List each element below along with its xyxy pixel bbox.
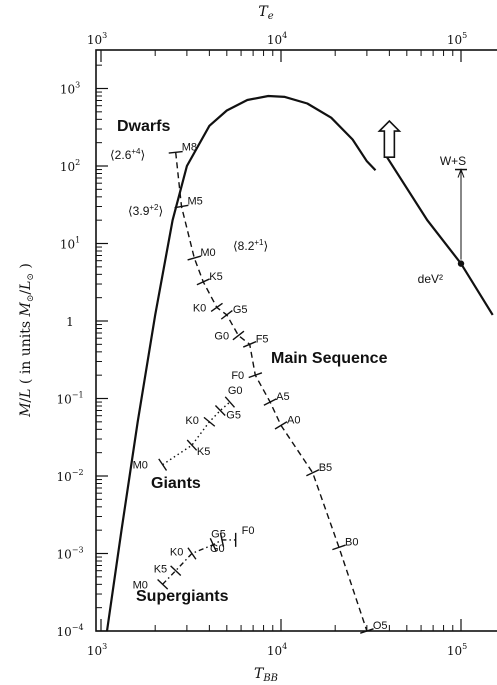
y-tick-label: 102 [60,158,80,174]
spectral-tick-g0 [224,396,236,408]
spectral-label-k0: K0 [193,302,206,314]
spectral-label-g0: G0 [228,385,243,397]
spectral-tick-f0 [248,372,263,379]
spectral-tick-b0 [332,544,346,551]
spectral-label-m8: M8 [182,141,197,153]
spectral-tick-f5 [242,340,257,348]
series-line [175,152,368,632]
spectral-tick-b5 [306,469,320,477]
y-axis-title: M/L ( in units M⊙/L⊙ ) [18,263,36,418]
spectral-tick-g0 [219,532,225,547]
y-tick-label: 10−4 [56,623,83,639]
series-giants: M0 K5 K0 G5 G0 [133,385,243,472]
spectral-tick-a5 [263,398,277,406]
spectral-label-m5: M5 [187,196,202,208]
bracket-m0-text: ⟨8.2 [233,239,255,253]
series-main-sequence: M8 M5 M0 K5 K0 G5 G0 F5 F0 A5 A0 B5 B0 O5 [168,141,388,634]
spectral-label-b0: B0 [345,536,358,548]
spectral-label-g0: G0 [214,330,229,342]
spectral-tick-k5 [186,439,198,451]
y-tick-label: 10−2 [56,468,83,484]
spectral-label-f0: F0 [231,370,244,382]
region-label-main-sequence: Main Sequence [271,350,388,367]
spectral-tick-g5 [214,404,226,417]
x-tick-label: 103 [87,642,107,658]
spectral-label-k5: K5 [154,564,167,576]
spectral-tick-m8 [168,150,183,154]
spectral-tick-k0 [203,416,216,427]
spectral-label-a0: A0 [287,414,300,426]
y-tick-label: 10−1 [56,391,83,407]
spectral-tick-m0 [158,458,168,471]
series-line [162,539,236,585]
x-top-tick-label: 105 [447,31,467,47]
spectral-tick-g5 [220,310,233,320]
y-tick-label: 103 [60,81,80,97]
bracket-m8-exp: +4 [131,147,141,156]
bracket-label-m0: ⟨8.2+1⟩ [233,238,268,253]
w-s-arrowhead [457,168,465,178]
spectral-label-k0: K0 [185,415,198,427]
spectral-label-m0: M0 [200,247,215,259]
spectral-tick-k5 [170,565,182,577]
spectral-tick-m5 [174,204,189,209]
spectral-tick-k5 [196,278,210,286]
spectral-label-f0: F0 [242,525,255,537]
spectral-tick-k0 [187,547,197,560]
bracket-m5-exp: +2 [149,203,159,212]
annotation-w-s: W+S [440,154,466,168]
x-top-tick-label: 103 [87,31,107,47]
bracket-m8-text: ⟨2.6 [110,148,132,162]
spectral-label-g5: G5 [226,410,241,422]
bracket-m5-close: ⟩ [159,204,164,218]
x-tick-label: 105 [447,642,467,658]
bracket-m0-close: ⟩ [264,239,269,253]
annotation-dev2: deV² [418,272,443,286]
spectral-tick-m0 [157,578,169,590]
spectral-label-a5: A5 [276,391,289,403]
spectral-tick-a0 [274,421,288,430]
envelope-curve [105,94,377,632]
bracket-label-m5: ⟨3.9+2⟩ [128,203,163,218]
spectral-label-g5: G5 [233,304,248,316]
bracket-m0-exp: +1 [254,238,264,247]
spectral-label-o5: O5 [373,620,388,632]
bracket-m5-text: ⟨3.9 [128,204,150,218]
spectral-label-m0: M0 [133,460,148,472]
spectral-tick-k0 [210,302,223,312]
bracket-label-m8: ⟨2.6+4⟩ [110,147,145,162]
x-tick-label: 104 [267,642,287,658]
curves [105,94,494,632]
region-label-dwarfs: Dwarfs [117,118,170,135]
svg-text:M/L ( in units M⊙/L⊙ ): M/L ( in units M⊙/L⊙ ) [18,263,36,418]
spectral-label-m0: M0 [133,579,148,591]
spectral-label-g5: G5 [211,529,226,541]
spectral-label-k5: K5 [209,271,222,283]
spectral-tick-o5 [360,628,374,634]
x-axis-title: TBB [254,666,278,684]
y-tick-label: 10−3 [56,546,83,562]
y-tick-label: 101 [60,236,80,252]
x-top-tick-label: 104 [267,31,287,47]
upward-arrow [377,119,402,158]
spectral-label-g0: G0 [210,543,225,555]
dev-point [457,260,465,267]
spectral-label-f5: F5 [256,333,269,345]
region-label-giants: Giants [151,475,201,492]
plot-frame [95,49,497,632]
envelope-continuation [384,154,494,316]
spectral-label-k0: K0 [170,547,183,559]
spectral-label-b5: B5 [319,462,332,474]
bracket-m8-close: ⟩ [141,148,146,162]
spectral-tick-g0 [232,330,245,341]
y-tick-label: 1 [66,315,74,329]
spectral-tick-g5 [209,538,217,552]
region-label-supergiants: Supergiants [136,588,229,605]
spectral-label-k5: K5 [197,446,210,458]
spectral-tick-m0 [187,255,202,261]
top-axis-title: Te [258,4,273,22]
